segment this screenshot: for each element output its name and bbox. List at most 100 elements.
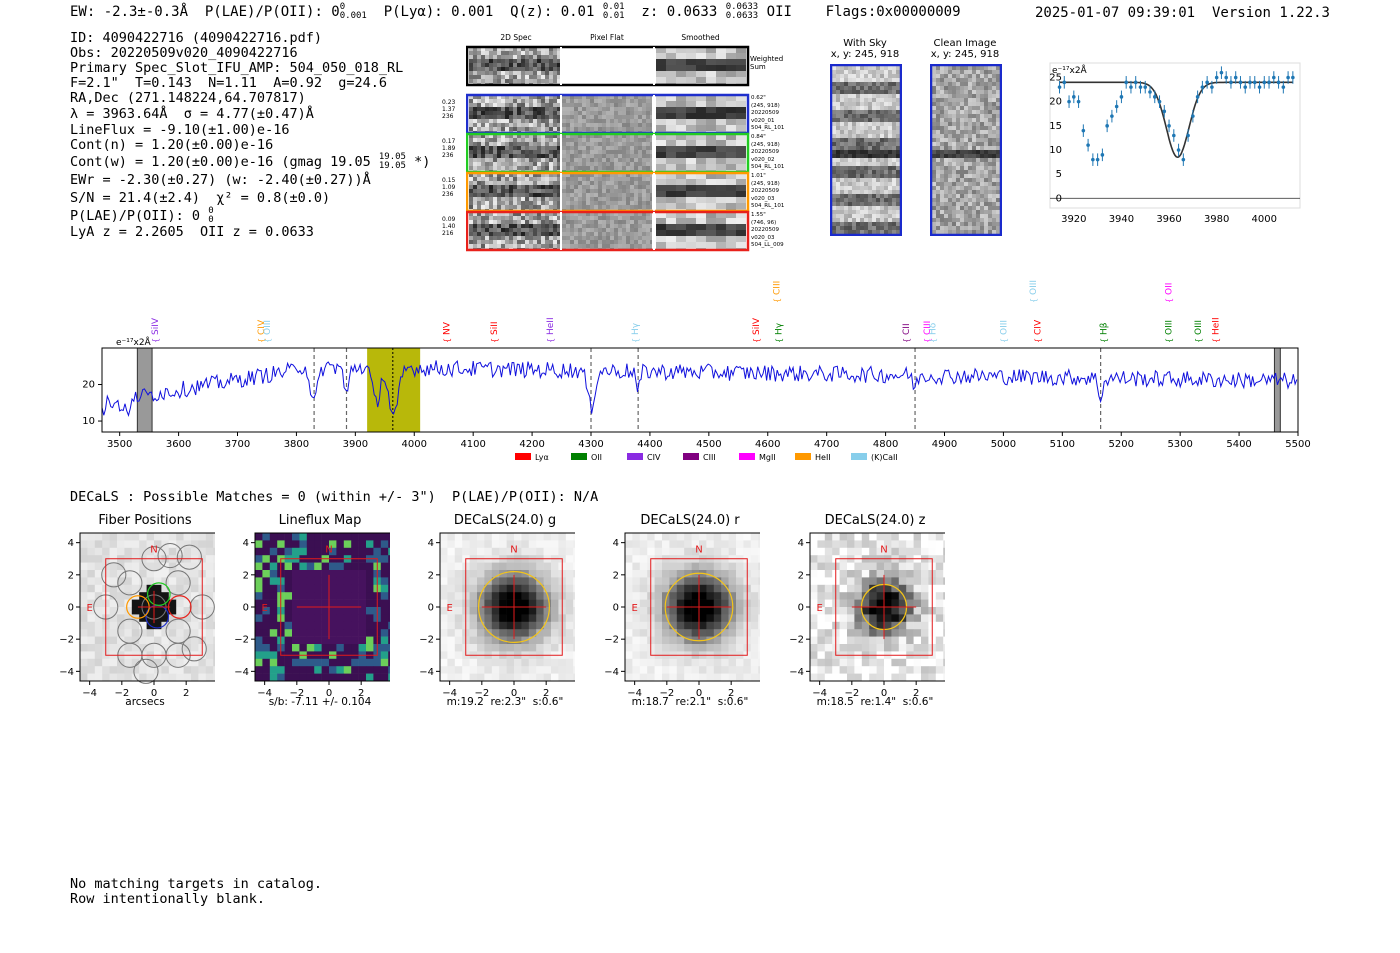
stamp-row-4: [466, 210, 750, 252]
svg-text:{: {: [257, 338, 266, 343]
zoom-point-13: [1119, 90, 1124, 104]
svg-text:{: {: [929, 338, 938, 343]
zoom-point-1: [1062, 76, 1067, 89]
full-unit-label: e⁻¹⁷x2Å: [116, 336, 152, 348]
full-xtick-11: 4600: [755, 439, 780, 450]
zoom-ytick-1: 5: [1056, 169, 1062, 180]
line-label-0: SiIV {: [151, 317, 161, 343]
line-label-11: CIII {: [923, 321, 933, 343]
xtick-1-2: 0: [326, 688, 332, 698]
svg-text:{: {: [151, 338, 160, 343]
ytick-3-2: 0: [613, 603, 619, 614]
full-xtick-16: 5100: [1050, 439, 1075, 450]
zoom-unit-label: e⁻¹⁷x2Å: [1052, 64, 1088, 76]
xtick-3-1: −2: [659, 688, 674, 698]
svg-text:{: {: [546, 338, 555, 343]
full-xtick-19: 5400: [1226, 439, 1251, 450]
svg-text:Hγ: Hγ: [774, 322, 784, 335]
line-label-15: CIV {: [1034, 319, 1044, 343]
xtick-1-0: −4: [257, 688, 272, 698]
zoom-point-19: [1148, 85, 1152, 99]
svg-text:{: {: [1100, 338, 1109, 343]
svg-text:{: {: [1212, 338, 1221, 343]
stamp-left-label-1: 0.17 1.89 236: [442, 138, 456, 159]
decals-panel-title-3: DECaLS(24.0) r: [640, 513, 740, 528]
svg-text:HeII: HeII: [1212, 317, 1222, 335]
zoom-point-5: [1081, 124, 1086, 137]
decals-panel-subtitle-2: m:19.2 re:2.3" s:0.6": [446, 696, 564, 708]
svg-text:CIII: CIII: [923, 321, 933, 335]
lambda-line: λ = 3963.64Å σ = 4.77(±0.47)Å: [70, 106, 314, 122]
svg-text:{: {: [1034, 338, 1043, 343]
ytick-1-0: 4: [243, 538, 249, 549]
ytick-4-4: −4: [789, 667, 804, 678]
zoom-ytick-0: 0: [1056, 193, 1062, 204]
stamp-right-label-0: 0.62" (245, 918) 20220509 v020_01 504_RL_101: [751, 95, 785, 131]
ytick-1-3: −2: [234, 635, 249, 646]
xtick-0-3: 2: [183, 688, 189, 698]
zoom-point-28: [1191, 109, 1195, 123]
svg-text:{: {: [773, 298, 782, 303]
legend-item-6: (K)CaII: [851, 453, 898, 462]
zoom-point-2: [1067, 95, 1071, 108]
ytick-3-4: −4: [604, 667, 619, 678]
zoom-point-49: [1291, 71, 1295, 84]
svg-text:OIII: OIII: [1164, 320, 1174, 335]
line-label-13: OIII {: [999, 320, 1009, 343]
stamp-images: [466, 45, 750, 252]
north-label-3: N: [695, 544, 702, 555]
zoom-point-7: [1091, 153, 1095, 166]
zoom-point-16: [1133, 76, 1138, 89]
contn-line: Cont(n) = 1.20(±0.00)e-16: [70, 137, 274, 153]
svg-text:{: {: [631, 338, 640, 343]
decals-panel-subtitle-1: s/b: -7.11 +/- 0.104: [268, 696, 372, 708]
ytick-3-3: −2: [604, 635, 619, 646]
xtick-0-2: 0: [151, 688, 157, 698]
east-label-2: E: [446, 603, 452, 614]
ytick-2-0: 4: [428, 538, 434, 549]
svg-text:OIII: OIII: [1029, 280, 1039, 295]
zoom-point-39: [1243, 80, 1248, 94]
full-xtick-4: 3900: [343, 439, 368, 450]
line-label-4: SiII {: [490, 321, 500, 343]
svg-text:CII: CII: [902, 323, 912, 335]
line-label-20: HeII {: [1212, 317, 1222, 343]
xtick-0-1: −2: [114, 688, 129, 698]
decals-panel-title-2: DECaLS(24.0) g: [453, 513, 557, 528]
full-xtick-20: 5500: [1285, 439, 1310, 450]
decals-panel-title-4: DECaLS(24.0) z: [824, 513, 926, 528]
footer-line-2: Row intentionally blank.: [70, 891, 266, 907]
ytick-1-1: 2: [243, 570, 249, 581]
svg-text:OIII: OIII: [999, 320, 1009, 335]
full-spectrum-chart: 3500 3600 3700 3800 3900 4000 4100 4200 4300 4400…: [82, 280, 1310, 462]
svg-text:NV: NV: [443, 321, 453, 335]
stamp-header-pixelflat: Pixel Flat: [590, 33, 624, 42]
zoom-point-25: [1176, 143, 1181, 157]
zoom-point-44: [1267, 76, 1271, 89]
zoom-point-17: [1138, 80, 1143, 94]
line-label-16: Hβ {: [1100, 322, 1110, 343]
legend-item-0: Lyα: [515, 453, 549, 462]
zoom-point-37: [1233, 71, 1238, 84]
ytick-4-3: −2: [789, 635, 804, 646]
stamp-left-label-2: 0.15 1.09 236: [442, 177, 456, 198]
plya-value: P(Lyα): 0.001: [383, 4, 494, 20]
primary-spec: Primary Spec_Slot_IFU_AMP: 504_050_018_R…: [70, 60, 404, 76]
decals-panel-subtitle-3: m:18.7 re:2.1" s:0.6": [631, 696, 749, 708]
line-label-8: CIII {: [773, 281, 783, 303]
north-label-2: N: [510, 544, 517, 555]
zoom-xtick-1: 3940: [1109, 214, 1134, 225]
stamp-left-label-3: 0.09 1.40 216: [442, 216, 456, 237]
full-xtick-13: 4800: [873, 439, 898, 450]
xtick-3-3: 2: [728, 688, 734, 698]
zoom-point-6: [1086, 138, 1090, 152]
east-label-4: E: [816, 603, 822, 614]
header-summary: EW: -2.3±-0.3Å P(LAE)/P(OII): 00 0.001 P(…: [70, 2, 961, 21]
zoom-point-34: [1219, 66, 1224, 79]
xtick-3-2: 0: [696, 688, 702, 698]
detection-id: ID: 4090422716 (4090422716.pdf): [70, 30, 322, 46]
